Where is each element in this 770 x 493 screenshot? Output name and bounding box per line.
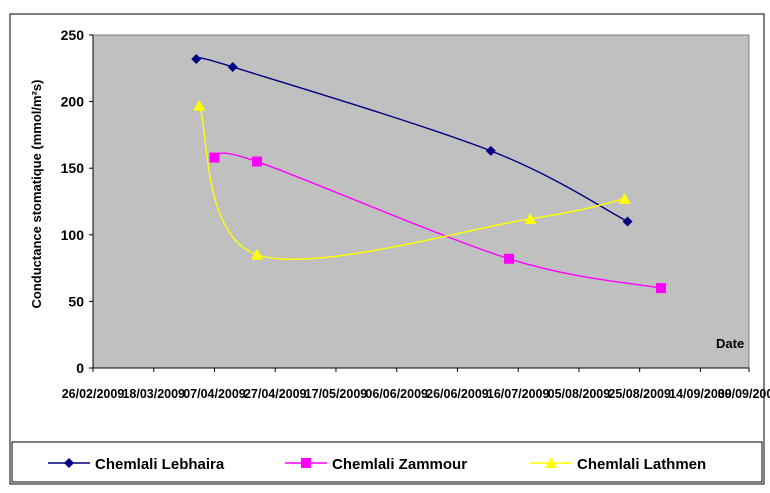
series-layer — [191, 53, 666, 294]
data-point-marker — [227, 61, 238, 72]
series-line — [198, 105, 625, 261]
x-tick-label: 17/05/2009 — [305, 387, 368, 401]
x-tick-label: 27/04/2009 — [244, 387, 307, 401]
x-tick-label: 05/08/2009 — [548, 387, 611, 401]
x-tick-label: 16/07/2009 — [487, 387, 550, 401]
data-point-marker — [504, 253, 515, 264]
series-line — [196, 57, 628, 223]
y-tick-label: 250 — [61, 27, 85, 43]
x-tick-label: 14/09/2009 — [669, 387, 732, 401]
x-tick-label: 26/02/2009 — [62, 387, 125, 401]
series-0 — [191, 53, 633, 227]
y-tick-label: 50 — [68, 293, 84, 309]
y-tick-label: 0 — [76, 360, 84, 376]
legend-label: Chemlali Lebhaira — [95, 456, 225, 473]
x-axis-title: Date — [716, 336, 744, 351]
data-point-marker — [524, 212, 537, 224]
legend-entry: Chemlali Zammour — [285, 456, 467, 473]
data-point-marker — [618, 192, 631, 204]
plot-area — [92, 34, 750, 369]
series-1 — [209, 152, 666, 294]
legend-label: Chemlali Zammour — [332, 456, 467, 473]
y-axis-title: Conductance stomatique (mmol/m²s) — [29, 80, 44, 309]
legend-label: Chemlali Lathmen — [577, 456, 706, 473]
data-point-marker — [622, 216, 633, 227]
y-tick-label: 200 — [61, 94, 85, 110]
legend-marker — [64, 458, 74, 468]
series-2 — [193, 99, 631, 261]
data-point-marker — [209, 152, 220, 163]
data-point-marker — [251, 248, 263, 260]
data-point-marker — [485, 145, 496, 156]
legend-entry: Chemlali Lathmen — [530, 456, 706, 473]
legend-entry: Chemlali Lebhaira — [48, 456, 225, 473]
x-axis-ticks: 26/02/200918/03/200907/04/200927/04/2009… — [62, 368, 770, 401]
legend-marker — [545, 457, 557, 468]
y-axis-ticks: 0 50 100 150 200 250 — [61, 27, 93, 376]
legend-box — [11, 441, 763, 483]
x-tick-label: 26/06/2009 — [426, 387, 489, 401]
series-line — [214, 152, 662, 289]
x-tick-label: 06/06/2009 — [365, 387, 428, 401]
data-point-marker — [655, 283, 666, 294]
y-tick-label: 150 — [61, 160, 85, 176]
legend-marker — [301, 458, 311, 468]
data-point-marker — [191, 53, 202, 64]
x-tick-label: 18/03/2009 — [122, 387, 185, 401]
legend: Chemlali Lebhaira Chemlali Zammour Chemlal… — [48, 456, 706, 473]
x-tick-label: 25/08/2009 — [608, 387, 671, 401]
y-tick-label: 100 — [61, 227, 85, 243]
x-tick-label: 07/04/2009 — [183, 387, 246, 401]
x-tick-label: 30/09/2009 — [718, 387, 770, 401]
data-point-marker — [252, 156, 262, 167]
data-point-marker — [193, 99, 206, 111]
